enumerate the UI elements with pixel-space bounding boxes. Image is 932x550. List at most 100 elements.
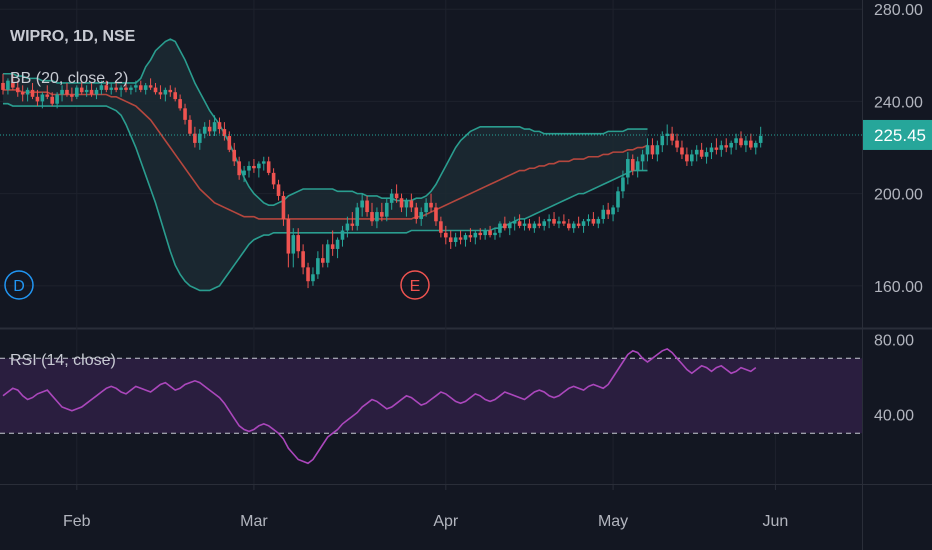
candle-body [719,145,724,150]
earnings-marker[interactable]: E [400,270,430,300]
candle [11,73,15,90]
candle [212,115,217,136]
candle-body [621,177,625,192]
candle-body [124,87,128,90]
candle-body [571,223,576,229]
candle [306,262,310,289]
date-tick-label: Mar [240,513,268,530]
candle [94,87,99,100]
candle [296,228,300,259]
candle [596,216,601,229]
candle-body [143,85,148,90]
candle [143,82,148,95]
candle [109,82,114,95]
candle [237,156,241,180]
candle-body [453,237,458,243]
candle [25,87,30,102]
candle-body [704,152,709,157]
candle [360,193,364,217]
candle-body [232,149,237,162]
candle-body [503,223,507,229]
candle-body [488,230,492,236]
candle-body [25,89,30,95]
candle-body [129,87,133,90]
candle-body [394,193,399,199]
candle-body [562,221,566,224]
bb-upper-line [3,38,648,206]
candle [325,239,330,268]
candle [394,184,399,203]
price-axis[interactable]: 280.00 240.00 200.00 160.00 [874,2,923,296]
candle [444,225,448,245]
candle-body [626,159,630,178]
candle-body [84,89,89,93]
earnings-marker-label: E [410,278,421,295]
candle [99,80,104,95]
candle-body [399,198,404,208]
candle-body [409,200,414,208]
bb-indicator-label[interactable]: BB (20, close, 2) [10,70,129,87]
candle-body [138,85,143,90]
candle-body [168,89,173,93]
candle-body [365,200,369,213]
candle [202,122,207,139]
rsi-pane[interactable] [0,347,862,465]
candle-body [134,85,138,88]
candle-body [242,170,246,176]
candle-body [261,161,266,164]
rsi-axis[interactable]: 80.00 40.00 [874,333,914,425]
candle-body [384,202,389,217]
candle-body [680,147,684,155]
rsi-tick-label: 80.00 [874,333,914,350]
candle [163,87,168,102]
candle-body [507,223,512,229]
candle-body [183,108,187,120]
candle-body [335,239,340,249]
candle [104,80,109,93]
candle-body [276,184,281,196]
bollinger-bands [3,38,648,292]
candle-body [281,195,286,219]
candle-body [567,223,571,229]
candle-body [758,135,763,143]
candle [89,82,94,97]
rsi-tick-label: 40.00 [874,408,914,425]
price-tick-label: 200.00 [874,187,923,204]
candlestick-series[interactable] [1,73,763,289]
candle [217,117,222,134]
candle [694,145,699,162]
candle-body [340,230,345,240]
candle [586,214,591,226]
bb-band-fill [3,39,648,291]
candle-body [478,232,483,236]
candle [40,92,45,109]
candle [138,80,143,93]
candle [370,202,374,226]
date-tick-label: May [598,513,628,530]
dividend-marker[interactable]: D [4,270,34,300]
candle [276,179,281,201]
candle-body [330,244,335,249]
bb-lower-line [3,102,648,292]
candle-body [749,140,753,148]
candle-body [301,251,305,268]
candle [527,218,532,231]
candle [124,82,128,93]
candle [257,161,261,178]
candle-body [753,142,758,148]
candle-body [429,202,433,208]
candle [45,85,50,100]
candle-body [316,258,320,275]
date-axis[interactable]: FebMarAprMayJunJul [63,484,932,530]
candle-body [163,89,168,95]
candle [232,142,237,166]
candle [468,228,473,243]
candle-body [35,96,40,102]
candle [119,85,123,97]
candle [552,212,556,226]
candle [507,221,512,236]
rsi-indicator-label[interactable]: RSI (14, close) [10,352,116,369]
candle [503,216,507,231]
candle-body [532,223,537,229]
